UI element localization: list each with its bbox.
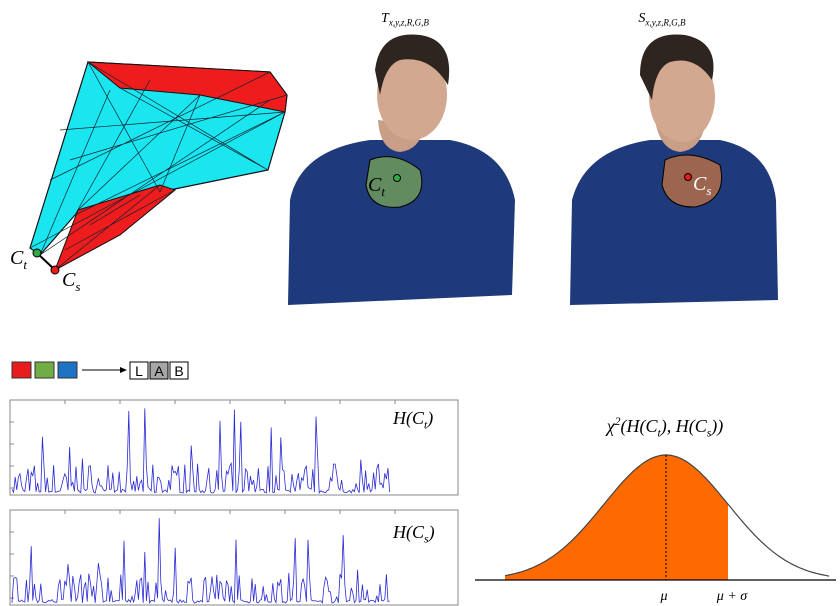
text-part: s [706, 183, 711, 198]
histogram-label: H(Ct) [392, 408, 433, 432]
text-part: s [75, 279, 80, 294]
histograms: H(Ct) H(Cs) [10, 400, 458, 606]
distribution: χ2(H(Ct), H(Cs)) μ μ + σ [475, 415, 836, 604]
green-swatch [35, 362, 54, 378]
distribution-title: χ2(H(Ct), H(Cs)) [605, 415, 724, 440]
source-point-label: Cs [62, 269, 80, 294]
channel-label: A [154, 363, 164, 379]
text-part: H(C [392, 408, 425, 429]
mean-plus-sigma-label: μ + σ [716, 589, 748, 604]
target-point [33, 249, 41, 257]
target-cloud-title: Tx,y,z,R,G,B [381, 11, 429, 28]
text-part: t [23, 257, 27, 272]
target-cloud: Tx,y,z,R,G,B Ct [288, 11, 515, 305]
text-part: C [368, 174, 382, 196]
target-point-label: Ct [10, 247, 27, 272]
mean-label: μ [659, 589, 667, 604]
text-part: ) [428, 522, 435, 543]
target-region-center [394, 175, 401, 182]
source-region-center [685, 174, 692, 181]
source-cloud: Sx,y,z,R,G,B Cs [570, 11, 778, 305]
text-part: t [381, 184, 385, 199]
red-swatch [12, 362, 31, 378]
text-part: H(C [392, 522, 425, 543]
text-part: (H(C [620, 416, 658, 437]
text-part: μ [659, 589, 667, 604]
text-part: x,y,z,R,G,B [388, 18, 430, 28]
figure: Ct Cs Tx,y,z,R,G,B Ct Sx,y,z,R,G,B Cs L … [0, 0, 840, 606]
source-cloud-title: Sx,y,z,R,G,B [638, 11, 686, 28]
source-region [662, 155, 722, 207]
text-part: )) [710, 416, 723, 437]
convex-hull: Ct Cs [10, 62, 287, 294]
text-part: ) [426, 408, 433, 429]
color-conversion: L A B [12, 362, 188, 379]
text-part: x,y,z,R,G,B [644, 18, 686, 28]
histogram-panel [10, 510, 458, 605]
text-part: C [693, 173, 707, 195]
blue-swatch [58, 362, 77, 378]
shaded-area [505, 455, 728, 580]
histogram-label: H(Cs) [392, 522, 435, 546]
text-part: S [638, 11, 645, 26]
channel-label: B [174, 363, 183, 379]
text-part: μ + σ [716, 589, 748, 604]
text-part: ), H(C [660, 416, 708, 437]
text-part: C [62, 269, 76, 291]
channel-label: L [135, 363, 143, 379]
arrow-head [120, 367, 127, 373]
source-point [51, 266, 59, 274]
text-part: C [10, 247, 24, 269]
